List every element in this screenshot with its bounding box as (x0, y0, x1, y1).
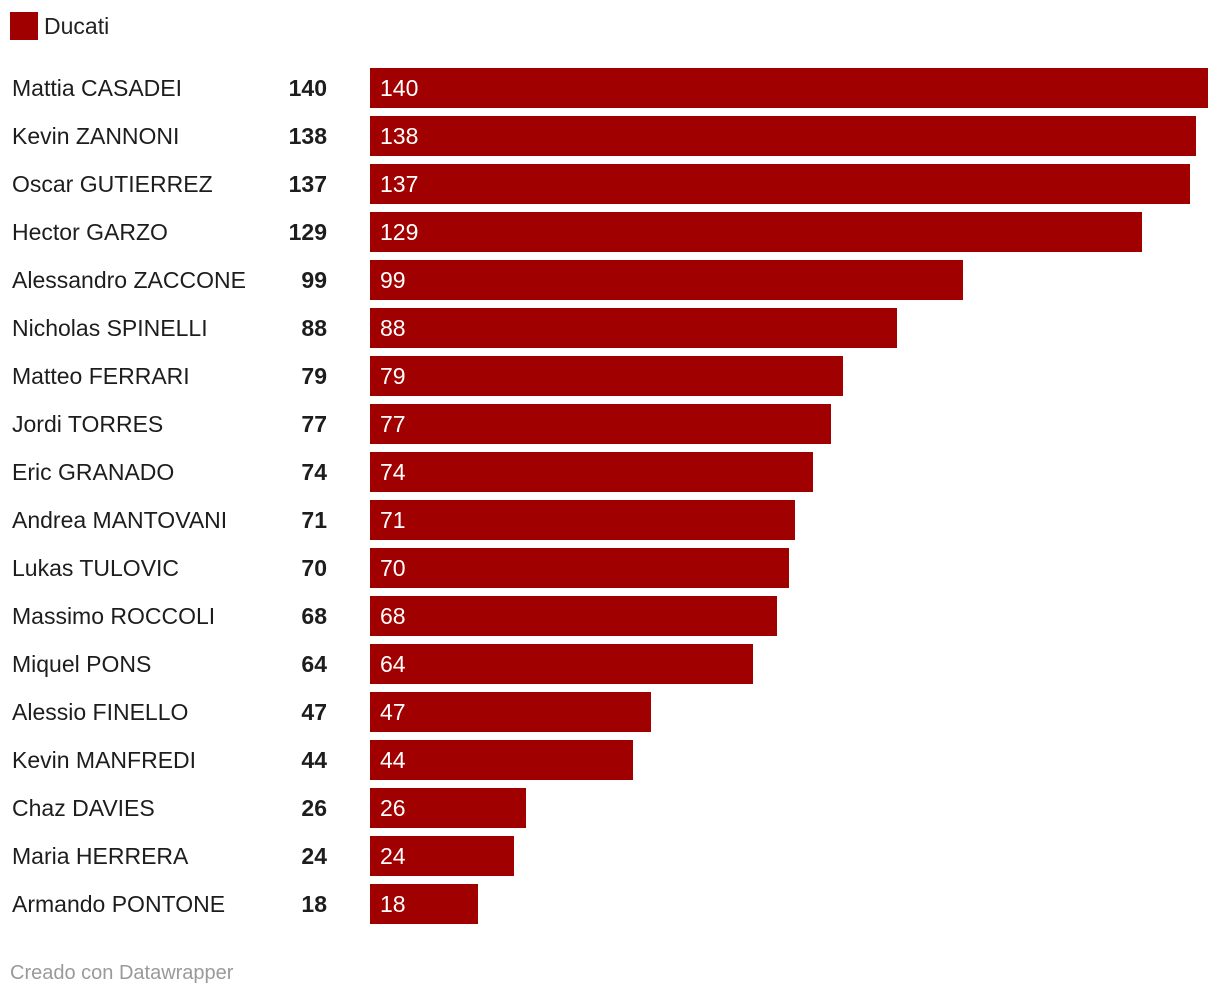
value-label: 71 (301, 507, 327, 533)
bar-data-label: 79 (380, 363, 406, 389)
bar-row: Nicholas SPINELLI 88 88 (0, 308, 1220, 356)
bar-data-label: 74 (380, 459, 406, 485)
value-label: 129 (288, 219, 327, 245)
bar[interactable] (370, 404, 831, 444)
bar-data-label: 71 (380, 507, 406, 533)
bar-data-label: 18 (380, 891, 406, 917)
bar-row: Miquel PONS 64 64 (0, 644, 1220, 692)
bar-row: Lukas TULOVIC 70 70 (0, 548, 1220, 596)
bar[interactable] (370, 308, 897, 348)
value-label: 77 (301, 411, 327, 437)
bar[interactable] (370, 740, 633, 780)
bar-data-label: 64 (380, 651, 406, 677)
bar[interactable] (370, 692, 651, 732)
bar[interactable] (370, 788, 526, 828)
category-label: Alessandro ZACCONE (12, 267, 246, 293)
bar[interactable] (370, 500, 795, 540)
value-label: 79 (301, 363, 327, 389)
value-label: 47 (301, 699, 327, 725)
bar-row: Jordi TORRES 77 77 (0, 404, 1220, 452)
value-label: 138 (288, 123, 327, 149)
bar[interactable] (370, 452, 813, 492)
value-label: 99 (301, 267, 327, 293)
bar-row: Armando PONTONE 18 18 (0, 884, 1220, 932)
bar-row: Eric GRANADO 74 74 (0, 452, 1220, 500)
bar[interactable] (370, 644, 753, 684)
value-label: 70 (301, 555, 327, 581)
value-label: 140 (288, 75, 327, 101)
bar-row: Chaz DAVIES 26 26 (0, 788, 1220, 836)
bar[interactable] (370, 164, 1190, 204)
legend-label: Ducati (44, 12, 110, 39)
bar-data-label: 68 (380, 603, 406, 629)
bar-data-label: 70 (380, 555, 406, 581)
bar[interactable] (370, 68, 1208, 108)
bar-data-label: 129 (380, 219, 419, 245)
category-label: Massimo ROCCOLI (12, 603, 216, 629)
bar-row: Hector GARZO 129 129 (0, 212, 1220, 260)
category-label: Alessio FINELLO (12, 699, 189, 725)
footer-credit[interactable]: Creado con Datawrapper (10, 962, 234, 984)
bar-row: Mattia CASADEI 140 140 (0, 68, 1220, 116)
category-label: Kevin MANFREDI (12, 747, 197, 773)
bar-row: Matteo FERRARI 79 79 (0, 356, 1220, 404)
bar[interactable] (370, 116, 1196, 156)
bar-row: Andrea MANTOVANI 71 71 (0, 500, 1220, 548)
category-label: Eric GRANADO (12, 459, 175, 485)
bar-data-label: 137 (380, 171, 419, 197)
bar[interactable] (370, 356, 843, 396)
category-label: Nicholas SPINELLI (12, 315, 208, 341)
value-label: 44 (301, 747, 327, 773)
category-label: Maria HERRERA (12, 843, 189, 869)
bar-data-label: 24 (380, 843, 406, 869)
value-label: 74 (301, 459, 327, 485)
category-label: Kevin ZANNONI (12, 123, 180, 149)
bar-data-label: 99 (380, 267, 406, 293)
category-label: Andrea MANTOVANI (12, 507, 228, 533)
category-label: Chaz DAVIES (12, 795, 155, 821)
category-label: Lukas TULOVIC (12, 555, 180, 581)
bar[interactable] (370, 596, 777, 636)
bar-data-label: 47 (380, 699, 406, 725)
category-label: Hector GARZO (12, 219, 168, 245)
category-label: Miquel PONS (12, 651, 152, 677)
bar-chart: Mattia CASADEI 140 140 Kevin ZANNONI 138 138 O… (0, 68, 1220, 932)
bar-data-label: 88 (380, 315, 406, 341)
bar-row: Alessandro ZACCONE 99 99 (0, 260, 1220, 308)
legend: Ducati (10, 12, 109, 40)
category-label: Oscar GUTIERREZ (12, 171, 213, 197)
bar-row: Massimo ROCCOLI 68 68 (0, 596, 1220, 644)
legend-swatch (10, 12, 38, 40)
value-label: 68 (301, 603, 327, 629)
bar-row: Kevin ZANNONI 138 138 (0, 116, 1220, 164)
bar[interactable] (370, 260, 963, 300)
bar-data-label: 44 (380, 747, 406, 773)
bar-data-label: 26 (380, 795, 406, 821)
bar[interactable] (370, 212, 1142, 252)
value-label: 137 (288, 171, 327, 197)
bar-data-label: 138 (380, 123, 419, 149)
bar-row: Oscar GUTIERREZ 137 137 (0, 164, 1220, 212)
value-label: 26 (301, 795, 327, 821)
value-label: 18 (301, 891, 327, 917)
value-label: 64 (301, 651, 327, 677)
category-label: Armando PONTONE (12, 891, 226, 917)
value-label: 88 (301, 315, 327, 341)
category-label: Matteo FERRARI (12, 363, 190, 389)
category-label: Jordi TORRES (12, 411, 164, 437)
bar-row: Kevin MANFREDI 44 44 (0, 740, 1220, 788)
category-label: Mattia CASADEI (12, 75, 182, 101)
bar[interactable] (370, 836, 514, 876)
bar-row: Maria HERRERA 24 24 (0, 836, 1220, 884)
value-label: 24 (301, 843, 327, 869)
bar[interactable] (370, 884, 478, 924)
bar[interactable] (370, 548, 789, 588)
bar-data-label: 140 (380, 75, 419, 101)
bar-row: Alessio FINELLO 47 47 (0, 692, 1220, 740)
bar-data-label: 77 (380, 411, 406, 437)
